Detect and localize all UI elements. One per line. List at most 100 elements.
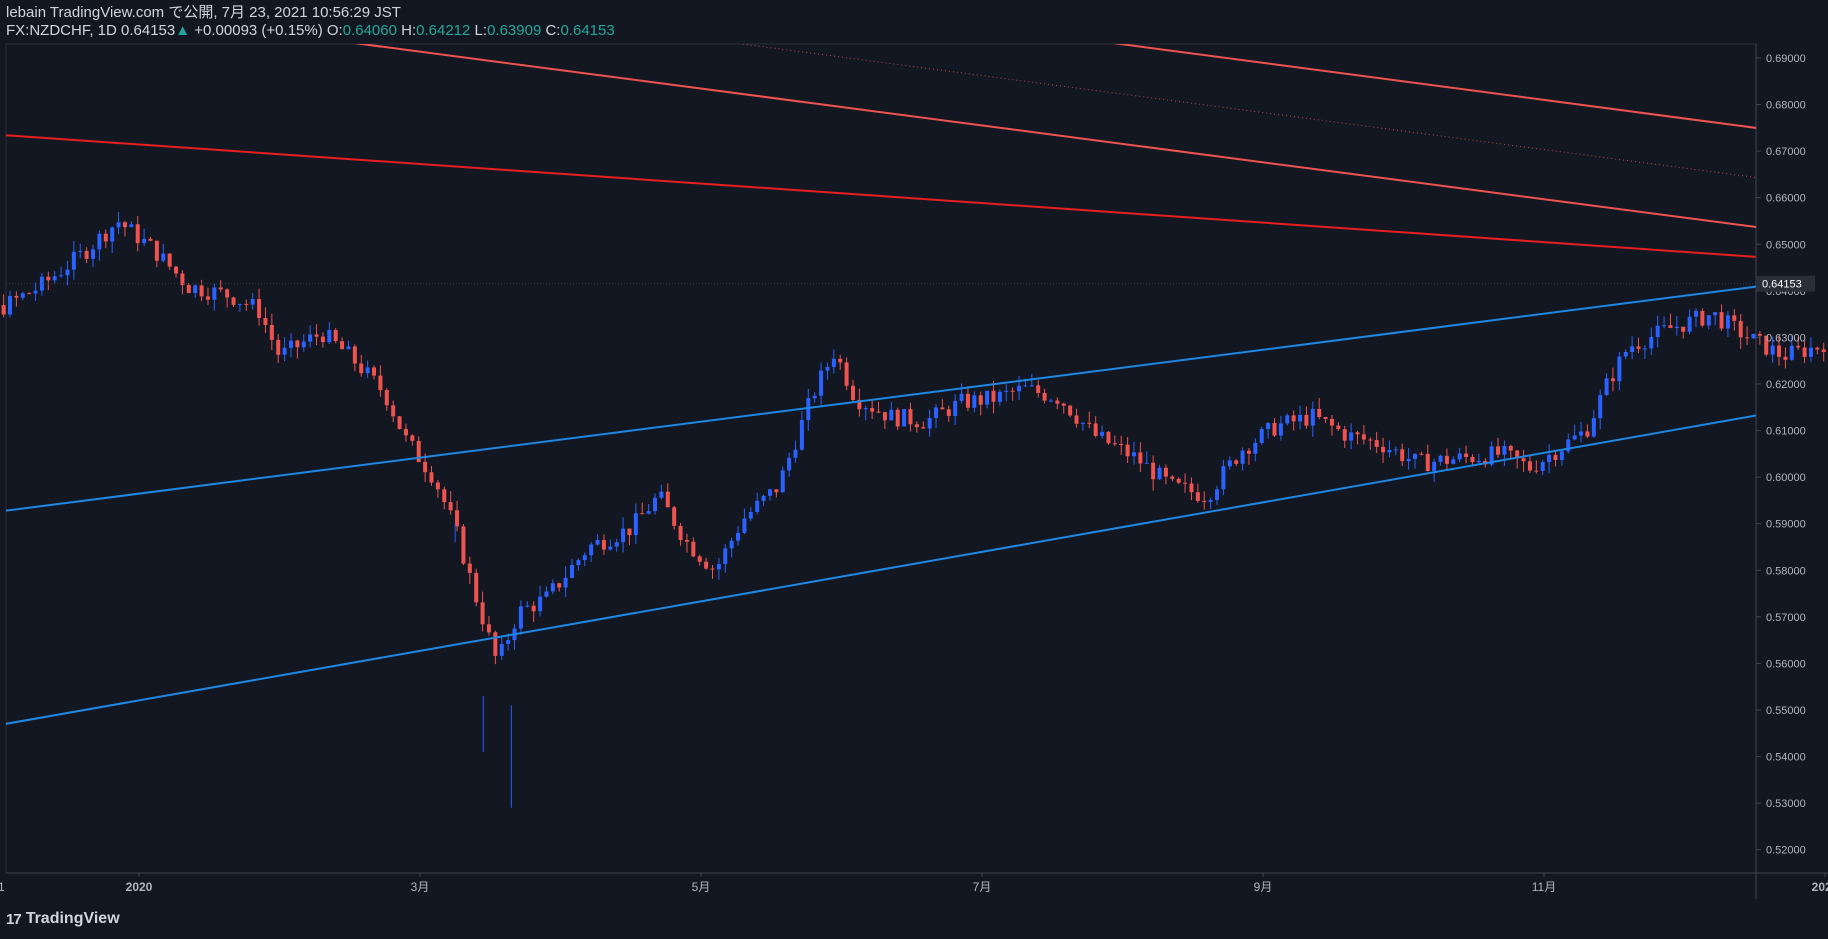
candle: [1821, 342, 1826, 362]
candle: [1681, 326, 1686, 339]
trendlines-group: [0, 0, 1828, 745]
red-channel-lower[interactable]: [0, 0, 1828, 439]
candle: [653, 493, 658, 515]
candle: [863, 405, 868, 421]
candle: [193, 284, 198, 298]
time-tick-label: 11月: [1532, 880, 1556, 894]
candle: [1304, 406, 1309, 429]
candle: [1215, 485, 1220, 505]
candle: [1017, 375, 1022, 401]
candle: [697, 554, 702, 566]
candle: [1604, 373, 1609, 396]
candle: [308, 325, 313, 348]
candle: [1068, 404, 1073, 418]
candle: [1802, 340, 1807, 364]
candle: [1246, 448, 1251, 465]
candle: [787, 452, 792, 477]
candle: [882, 411, 887, 430]
candle: [365, 360, 370, 378]
candle: [799, 411, 804, 451]
candle: [614, 538, 619, 552]
red-channel-mid[interactable]: [0, 0, 1828, 390]
candle: [927, 409, 932, 437]
candle: [793, 440, 798, 463]
blue-channel-upper[interactable]: [0, 80, 1828, 526]
candle: [250, 292, 255, 310]
candle: [1559, 449, 1564, 466]
candle: [1048, 398, 1053, 403]
candle: [1381, 437, 1386, 464]
candle: [748, 507, 753, 522]
time-tick-label: 7月: [973, 880, 992, 894]
candle: [780, 466, 785, 493]
candle: [1310, 401, 1315, 437]
candle: [665, 483, 670, 508]
candle: [985, 390, 990, 409]
candle: [672, 505, 677, 530]
candle: [1796, 337, 1801, 350]
price-tick-label: 0.55000: [1766, 705, 1806, 717]
candle: [78, 243, 83, 259]
candle: [761, 494, 766, 507]
candle: [812, 392, 817, 403]
candle: [71, 240, 76, 280]
candle: [493, 630, 498, 665]
price-tick-label: 0.62000: [1766, 379, 1806, 391]
candle: [1687, 309, 1692, 334]
candle: [359, 354, 364, 377]
candle: [850, 379, 855, 403]
candle: [908, 402, 913, 432]
candle: [640, 502, 645, 515]
candle: [1534, 460, 1539, 474]
red-channel-upper[interactable]: [0, 0, 1828, 341]
blue-channel-lower[interactable]: [0, 131, 1828, 745]
candle: [1374, 431, 1379, 454]
candle: [589, 542, 594, 563]
tradingview-logo-icon: 17: [6, 910, 22, 928]
candle: [327, 322, 332, 344]
candle: [1387, 440, 1392, 458]
candle: [1119, 435, 1124, 455]
candle: [946, 405, 951, 422]
candle: [755, 492, 760, 515]
candle: [691, 537, 696, 558]
candle: [231, 296, 236, 308]
time-tick-label: 2020: [126, 880, 153, 894]
red-trend[interactable]: [0, 127, 1828, 369]
candle: [499, 636, 504, 660]
candle: [978, 391, 983, 416]
price-tick-label: 0.61000: [1766, 426, 1806, 438]
candle: [84, 247, 89, 264]
candle: [1266, 422, 1271, 439]
candle: [1202, 491, 1207, 510]
candle: [838, 354, 843, 370]
price-tick-label: 0.53000: [1766, 798, 1806, 810]
price-tick-label: 0.69000: [1766, 53, 1806, 65]
time-tick-label: 5月: [692, 880, 711, 894]
symbol-label: FX:NZDCHF, 1D: [6, 22, 117, 39]
tradingview-brand[interactable]: 17 TradingView: [6, 910, 120, 928]
candle: [167, 252, 172, 270]
candle: [767, 488, 772, 501]
candle: [1278, 415, 1283, 441]
candle: [186, 283, 191, 294]
candle: [39, 272, 44, 296]
candle: [378, 365, 383, 397]
candle: [914, 421, 919, 433]
candle: [595, 534, 600, 546]
candle: [1004, 384, 1009, 402]
candle: [678, 522, 683, 546]
candle: [480, 591, 485, 632]
publisher-line: lebain TradingView.com で公開, 7月 23, 2021 …: [6, 4, 401, 21]
candle: [1323, 416, 1328, 423]
candle: [142, 228, 147, 246]
candle: [1093, 416, 1098, 438]
candle: [1144, 451, 1149, 464]
candle: [1636, 337, 1641, 353]
candle: [518, 600, 523, 635]
price-tick-label: 0.58000: [1766, 565, 1806, 577]
candle: [684, 533, 689, 553]
candle: [1349, 423, 1354, 450]
candle: [608, 539, 613, 551]
